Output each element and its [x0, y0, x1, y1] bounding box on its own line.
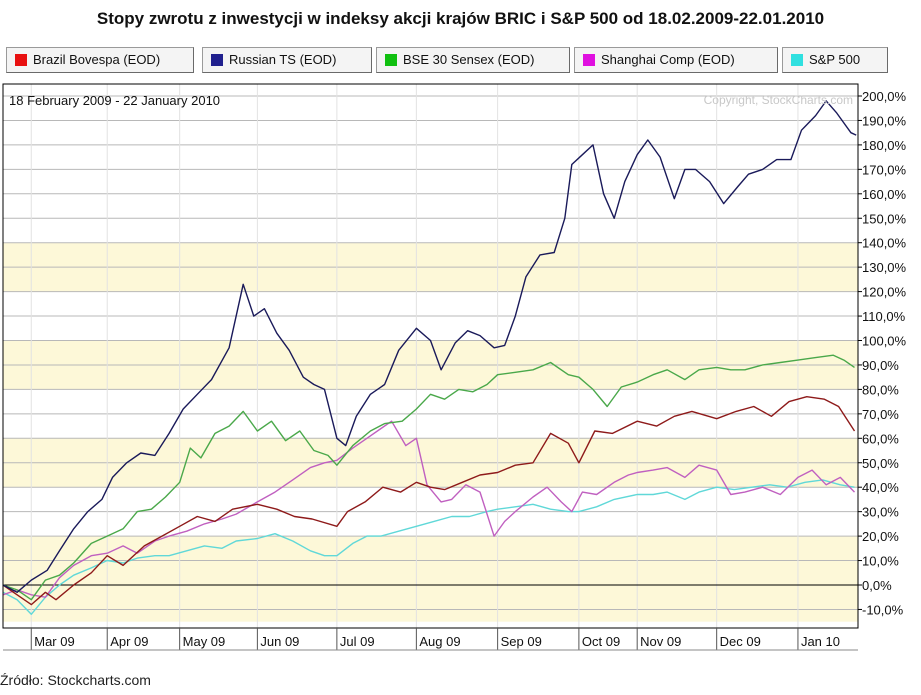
y-tick-label: 190,0%: [862, 113, 907, 128]
y-tick-label: 140,0%: [862, 236, 907, 251]
x-tick-label: Jan 10: [801, 634, 840, 649]
legend-item-india[interactable]: BSE 30 Sensex (EOD): [376, 47, 570, 73]
y-tick-label: 80,0%: [862, 382, 899, 397]
month-gridlines: [30, 84, 799, 628]
y-tick-label: 170,0%: [862, 162, 907, 177]
x-tick-label: Apr 09: [110, 634, 148, 649]
legend-label-india: BSE 30 Sensex (EOD): [403, 52, 535, 67]
y-tick-label: 0,0%: [862, 578, 892, 593]
y-tick-label: 40,0%: [862, 480, 899, 495]
source-note: Źródło: Stockcharts.com: [0, 672, 151, 688]
legend-swatch-russia: [211, 54, 223, 66]
x-tick-label: Dec 09: [720, 634, 761, 649]
chart-title: Stopy zwrotu z inwestycji w indeksy akcj…: [96, 9, 825, 28]
series-lines: [2, 100, 857, 615]
legend-label-sp500: S&P 500: [809, 52, 861, 67]
legend-label-china: Shanghai Comp (EOD): [601, 52, 735, 67]
x-tick-label: Mar 09: [34, 634, 74, 649]
y-tick-label: 200,0%: [862, 89, 907, 104]
x-tick-label: Jul 09: [340, 634, 375, 649]
y-tick-label: 60,0%: [862, 431, 899, 446]
legend-item-china[interactable]: Shanghai Comp (EOD): [574, 47, 778, 73]
y-tick-label: 70,0%: [862, 407, 899, 422]
y-tick-label: 130,0%: [862, 260, 907, 275]
y-tick-label: 10,0%: [862, 554, 899, 569]
y-tick-label: 20,0%: [862, 529, 899, 544]
y-tick-label: 150,0%: [862, 211, 907, 226]
x-tick-label: Oct 09: [582, 634, 620, 649]
y-tick-label: 180,0%: [862, 138, 907, 153]
legend-swatch-brazil: [15, 54, 27, 66]
y-tick-label: -10,0%: [862, 602, 904, 617]
date-range-label: 18 February 2009 - 22 January 2010: [9, 93, 220, 108]
y-tick-label: 120,0%: [862, 285, 907, 300]
series-line-sp500: [2, 479, 855, 615]
watermark: Copyright, StockCharts.com: [704, 93, 853, 107]
series-line-china: [2, 420, 856, 598]
shaded-band: [3, 536, 858, 622]
legend-label-brazil: Brazil Bovespa (EOD): [33, 52, 161, 67]
legend-swatch-china: [583, 54, 595, 66]
legend-swatch-india: [385, 54, 397, 66]
x-tick-label: May 09: [183, 634, 226, 649]
legend-label-russia: Russian TS (EOD): [229, 52, 337, 67]
legend-item-sp500[interactable]: S&P 500: [782, 47, 888, 73]
x-tick-label: Aug 09: [419, 634, 460, 649]
y-tick-label: 110,0%: [862, 309, 906, 324]
x-tick-label: Sep 09: [501, 634, 542, 649]
y-tick-label: 30,0%: [862, 505, 899, 520]
y-tick-label: 50,0%: [862, 456, 899, 471]
y-tick-label: 100,0%: [862, 334, 907, 349]
legend-item-brazil[interactable]: Brazil Bovespa (EOD): [6, 47, 194, 73]
x-tick-label: Jun 09: [260, 634, 299, 649]
y-axis: -10,0% 0,0% 10,0% 20,0% 30,0% 40,0% 50,0% 60,0%…: [858, 89, 907, 617]
series-line-russia: [2, 100, 857, 593]
series-line-india: [2, 354, 855, 601]
x-tick-label: Nov 09: [640, 634, 681, 649]
y-tick-label: 90,0%: [862, 358, 899, 373]
x-axis: Mar 09 Apr 09 May 09 Jun 09 Jul 09 Aug 09 Sep …: [3, 628, 858, 651]
legend-item-russia[interactable]: Russian TS (EOD): [202, 47, 372, 73]
legend-swatch-sp500: [791, 54, 803, 66]
series-line-brazil: [2, 396, 856, 606]
y-tick-label: 160,0%: [862, 187, 907, 202]
plot-frame: [2, 83, 859, 629]
